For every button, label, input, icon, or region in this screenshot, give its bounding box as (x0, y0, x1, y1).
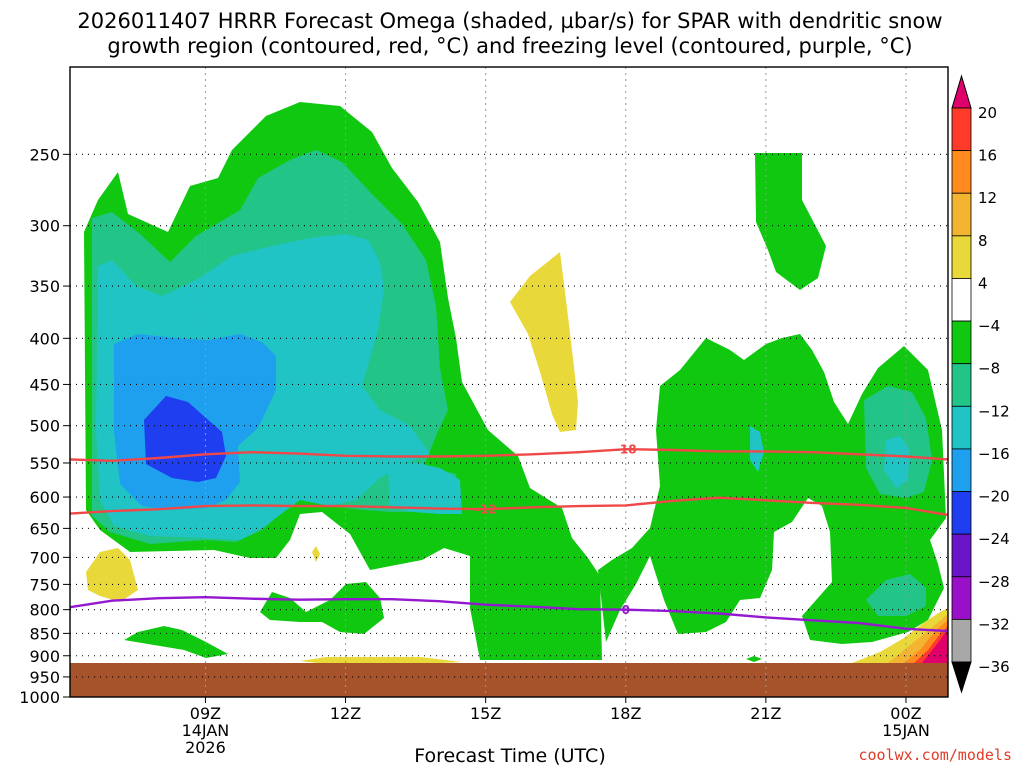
contour-line-2 (69, 595, 949, 633)
y-tick-label-1: 300 (29, 217, 60, 236)
x-tick-label-3-0: 18Z (610, 704, 641, 723)
colorbar-label-2: 12 (978, 189, 997, 207)
colorbar-label-6: −8 (978, 360, 1000, 378)
x-tick-label-0-2: 2026 (185, 738, 226, 757)
omega-yellow-near-ground (300, 657, 462, 664)
colorbar-label-3: 8 (978, 232, 988, 250)
x-tick-label-2-0: 15Z (470, 704, 501, 723)
x-tick-label-0-1: 14JAN (182, 721, 230, 740)
colorbar-label-5: −4 (978, 317, 1000, 335)
colorbar-label-9: −20 (978, 488, 1010, 506)
chart-title-line-2: growth region (contoured, red, °C) and f… (107, 34, 912, 58)
y-tick-label-10: 750 (29, 575, 60, 594)
y-tick-label-15: 1000 (19, 688, 60, 707)
y-tick-label-8: 650 (29, 519, 60, 538)
omega-green-bottom-left (124, 626, 228, 658)
colorbar-swatch-6 (951, 320, 972, 365)
omega-cyan-lower (388, 462, 462, 514)
contour-label-2: 0 (622, 603, 630, 617)
colorbar-label-0: 20 (978, 104, 997, 122)
omega-green-small-dot (746, 656, 762, 662)
colorbar-label-4: 4 (978, 274, 988, 292)
colorbar-swatch-7 (951, 363, 972, 407)
ground-fill (70, 663, 948, 697)
omega-yellow-left (86, 548, 138, 602)
x-tick-label-5-0: 00Z (890, 704, 921, 723)
y-tick-label-13: 900 (29, 647, 60, 666)
colorbar-bottom-arrow (951, 661, 972, 694)
omega-green-right (598, 334, 946, 644)
y-tick-label-14: 950 (29, 668, 60, 687)
x-tick-label-5-1: 15JAN (882, 721, 930, 740)
credit-text: coolwx.com/models (858, 746, 1012, 764)
colorbar: 20 16 12 8 4 −4 −8 −12 −16 −20 −24 −28 −32 −36 (951, 74, 1010, 694)
colorbar-swatch-12 (951, 576, 972, 620)
temperature-contours: -18 -12 0 (69, 443, 949, 633)
colorbar-swatch-2 (951, 150, 972, 194)
omega-cyan-right (884, 436, 910, 488)
y-tick-label-6: 550 (29, 454, 60, 473)
colorbar-label-12: −32 (978, 615, 1010, 633)
y-tick-label-4: 450 (29, 375, 60, 394)
colorbar-label-1: 16 (978, 147, 997, 165)
colorbar-top-arrow (951, 74, 972, 109)
contour-label-1: -12 (475, 503, 497, 517)
y-tick-label-7: 600 (29, 488, 60, 507)
plot-border (69, 66, 949, 698)
omega-darkblue (144, 396, 226, 482)
y-tick-label-5: 500 (29, 417, 60, 436)
x-tick-label-0-0: 09Z (190, 704, 221, 723)
omega-green-small-right (678, 604, 712, 618)
omega-green-mid-left (260, 582, 384, 634)
y-tick-label-12: 850 (29, 624, 60, 643)
plot-frame (69, 66, 949, 698)
colorbar-swatch-5 (951, 278, 972, 322)
colorbar-label-11: −28 (978, 573, 1010, 591)
omega-shading (70, 102, 948, 697)
colorbar-swatch-11 (951, 533, 972, 578)
y-tick-label-11: 800 (29, 601, 60, 620)
x-tick-label-1-0: 12Z (330, 704, 361, 723)
contour-label-0: -18 (615, 443, 637, 457)
colorbar-swatch-3 (951, 192, 972, 237)
colorbar-label-10: −24 (978, 530, 1010, 548)
y-tick-label-0: 250 (29, 145, 60, 164)
y-axis-ticks: 250 300 350 400 450 500 550 600 650 700 750 800 850 9… (19, 145, 70, 707)
colorbar-label-13: −36 (978, 658, 1010, 676)
colorbar-swatch-1 (951, 107, 972, 152)
colorbar-swatch-10 (951, 491, 972, 535)
colorbar-label-8: −16 (978, 445, 1010, 463)
colorbar-swatch-9 (951, 448, 972, 492)
omega-green-upper-right (755, 153, 826, 290)
colorbar-label-7: −12 (978, 402, 1010, 420)
x-axis-title: Forecast Time (UTC) (414, 745, 605, 767)
colorbar-swatch-8 (951, 405, 972, 450)
colorbar-swatch-4 (951, 235, 972, 279)
omega-yellow-dot (312, 546, 320, 562)
x-tick-label-4-0: 21Z (750, 704, 781, 723)
contour-line-0 (69, 447, 949, 463)
omega-cyan-right-small (750, 426, 764, 472)
colorbar-swatch-13 (951, 618, 972, 663)
y-tick-label-9: 700 (29, 548, 60, 567)
omega-yellow-mid (510, 252, 578, 432)
y-tick-label-3: 400 (29, 329, 60, 348)
chart-title-line-1: 2026011407 HRRR Forecast Omega (shaded, … (77, 9, 942, 33)
contour-line-1 (69, 496, 949, 517)
y-tick-label-2: 350 (29, 277, 60, 296)
grid-lines (70, 67, 948, 698)
